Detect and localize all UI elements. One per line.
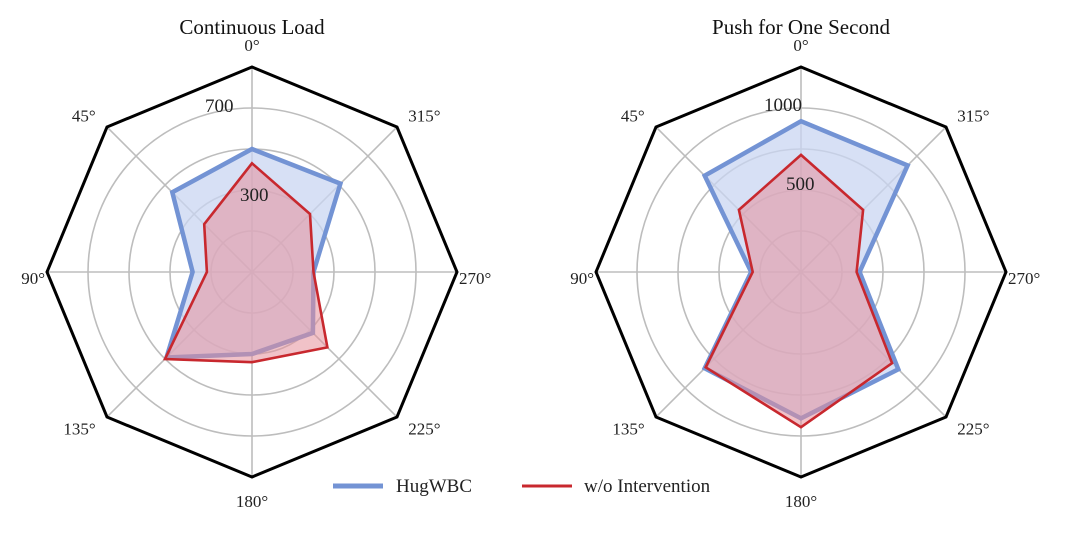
ring-value-label: 1000 <box>764 95 802 116</box>
ring-value-label: 700 <box>205 96 234 117</box>
direction-label: 315° <box>408 107 440 126</box>
radar-frame <box>594 65 1008 479</box>
direction-label: 180° <box>785 492 817 511</box>
direction-label: 90° <box>21 269 45 288</box>
direction-label: 45° <box>621 107 645 126</box>
legend: HugWBC w/o Intervention <box>333 476 711 497</box>
chart-title: Push for One Second <box>712 15 890 39</box>
ring-value-label: 300 <box>240 185 269 206</box>
direction-label: 135° <box>63 419 95 438</box>
direction-label: 270° <box>1008 269 1040 288</box>
legend-label-intervention: w/o Intervention <box>584 476 711 497</box>
radar-chart-push-for-one-second: 0° 315° 270° 225° 180° 135° 90° 45° 1000 500 Push … <box>570 15 1040 511</box>
direction-label: 270° <box>459 269 491 288</box>
direction-label: 90° <box>570 269 594 288</box>
direction-label: 45° <box>72 107 96 126</box>
ring-value-label: 500 <box>786 174 815 195</box>
direction-label: 0° <box>793 36 808 55</box>
direction-label: 135° <box>612 419 644 438</box>
direction-label: 0° <box>244 36 259 55</box>
radar-chart-continuous-load: 0° 315° 270° 225° 180° 135° 90° 45° 700 300 Contin… <box>21 15 491 511</box>
direction-label: 225° <box>408 419 440 438</box>
direction-label: 315° <box>957 107 989 126</box>
legend-label-hugwbc: HugWBC <box>396 476 472 497</box>
direction-label: 180° <box>236 492 268 511</box>
chart-title: Continuous Load <box>179 15 325 39</box>
direction-label: 225° <box>957 419 989 438</box>
radar-frame <box>45 65 459 479</box>
